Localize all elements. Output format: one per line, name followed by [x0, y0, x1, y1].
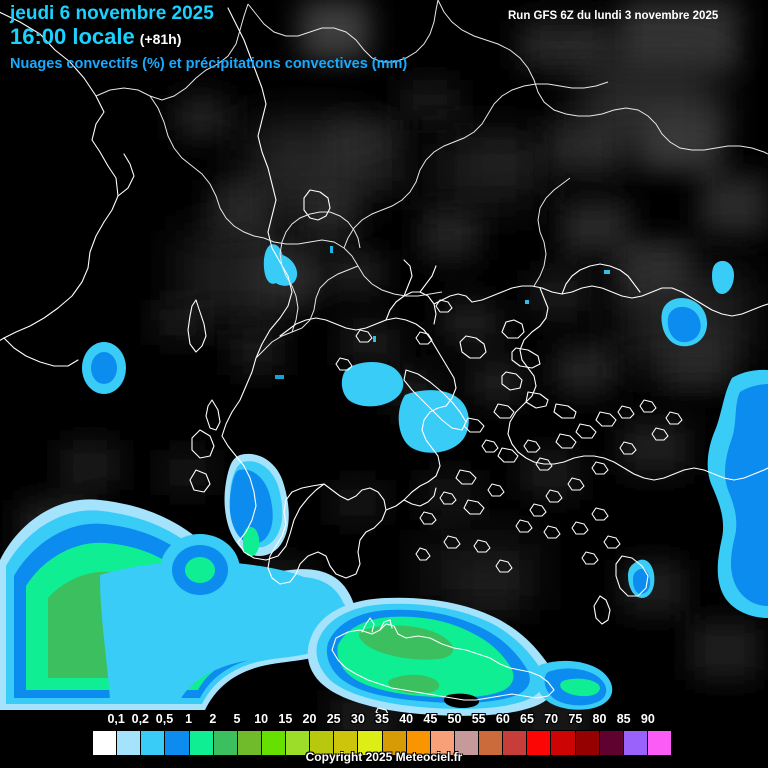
precip-cell-east-aegean-small [661, 260, 734, 347]
forecast-date: jeudi 6 novembre 2025 [10, 3, 214, 24]
legend-swatch [165, 731, 190, 755]
legend-swatch [261, 731, 286, 755]
legend-swatch [527, 731, 552, 755]
legend-tick: 90 [640, 712, 655, 726]
legend-swatch [189, 731, 214, 755]
legend-swatch [382, 731, 407, 755]
legend-tick: 10 [254, 712, 269, 726]
legend-tick: 85 [616, 712, 631, 726]
copyright-notice: Copyright 2025 Meteociel.fr [305, 750, 463, 764]
precip-cell-evia-gulf [341, 362, 404, 407]
legend-tick: 70 [544, 712, 559, 726]
legend-tick: 40 [399, 712, 414, 726]
precip-system-crete [307, 597, 613, 716]
legend-swatch [599, 731, 624, 755]
legend-swatch [454, 731, 479, 755]
legend-tick: 0,1 [107, 712, 125, 726]
legend-tick: 45 [423, 712, 438, 726]
legend-swatch [406, 731, 431, 755]
forecast-time-line: 16:00 locale (+81h) [10, 26, 407, 48]
legend-tick: 55 [471, 712, 486, 726]
legend-tick: 25 [326, 712, 341, 726]
legend-swatch [334, 731, 359, 755]
legend-tick: 15 [278, 712, 293, 726]
legend-swatch [503, 731, 528, 755]
precip-specks [275, 246, 610, 379]
legend-swatch [479, 731, 504, 755]
legend-tick: 2 [209, 712, 217, 726]
precip-band-ionian-east [100, 561, 352, 700]
legend-swatch [213, 731, 238, 755]
forecast-time: 16:00 locale [10, 24, 135, 49]
legend-tick-labels: 0,1 0,2 0,5 1 2 5 10 15 20 25 30 35 40 45 50 55 60 65 70 75… [92, 712, 672, 730]
precip-band-east-aegean [707, 369, 768, 618]
legend-swatch [623, 731, 648, 755]
header-block: jeudi 6 novembre 2025 16:00 locale (+81h)… [10, 4, 407, 72]
legend-tick: 35 [375, 712, 389, 726]
legend-tick: 75 [568, 712, 583, 726]
legend-tick: 65 [520, 712, 534, 726]
legend-swatch [237, 731, 262, 755]
precip-cell-small-ionian [160, 534, 240, 606]
legend-swatch [93, 731, 118, 755]
legend-swatch [141, 731, 166, 755]
precip-cell-peloponnese [224, 453, 289, 557]
model-run-label: Run GFS 6Z du lundi 3 novembre 2025 [508, 10, 719, 22]
legend-tick: 0,2 [131, 712, 150, 726]
legend-color-bar [92, 730, 672, 756]
legend-swatch [358, 731, 383, 755]
legend-swatch [310, 731, 335, 755]
precip-cell-aegean-attica [398, 390, 469, 453]
legend-swatch [117, 731, 142, 755]
forecast-lead-time: (+81h) [139, 31, 182, 47]
legend-tick: 50 [447, 712, 462, 726]
legend-tick: 5 [233, 712, 241, 726]
legend-tick: 1 [185, 712, 193, 726]
legend-swatch [575, 731, 600, 755]
precip-cell-thessaly [263, 244, 298, 286]
legend-tick: 60 [495, 712, 510, 726]
legend-swatch [647, 731, 671, 755]
legend-tick: 30 [350, 712, 365, 726]
precip-cell-ionian-nw [82, 342, 126, 394]
legend-tick: 0,5 [155, 712, 174, 726]
legend-swatch [286, 731, 311, 755]
parameter-label: Nuages convectifs (%) et précipitations … [10, 56, 408, 72]
legend-swatch [551, 731, 576, 755]
legend-tick: 80 [592, 712, 607, 726]
precipitation-legend: 0,1 0,2 0,5 1 2 5 10 15 20 25 30 35 40 45 50 55 60 65 70 75… [92, 712, 672, 756]
legend-swatch [430, 731, 455, 755]
legend-tick: 20 [302, 712, 317, 726]
